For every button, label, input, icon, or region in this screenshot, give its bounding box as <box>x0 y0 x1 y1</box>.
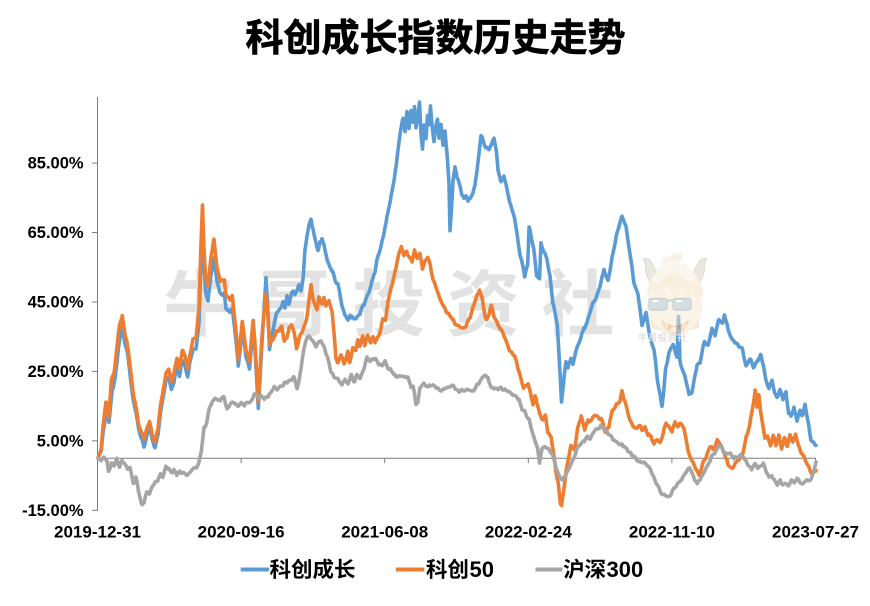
svg-text:300: 300 <box>607 557 644 582</box>
svg-text:2022-02-24: 2022-02-24 <box>485 523 573 542</box>
svg-text:2019-12-31: 2019-12-31 <box>54 523 141 542</box>
svg-text:2021-06-08: 2021-06-08 <box>341 523 428 542</box>
svg-text:45.00%: 45.00% <box>28 294 84 312</box>
svg-text:50: 50 <box>470 557 494 582</box>
svg-text:2023-07-27: 2023-07-27 <box>772 523 859 542</box>
svg-text:-15.00%: -15.00% <box>22 502 84 520</box>
svg-text:2020-09-16: 2020-09-16 <box>198 523 285 542</box>
svg-text:2022-11-10: 2022-11-10 <box>629 523 715 542</box>
svg-text:25.00%: 25.00% <box>28 363 84 381</box>
svg-text:65.00%: 65.00% <box>28 224 84 242</box>
svg-text:5.00%: 5.00% <box>37 432 84 450</box>
svg-text:85.00%: 85.00% <box>28 155 84 173</box>
